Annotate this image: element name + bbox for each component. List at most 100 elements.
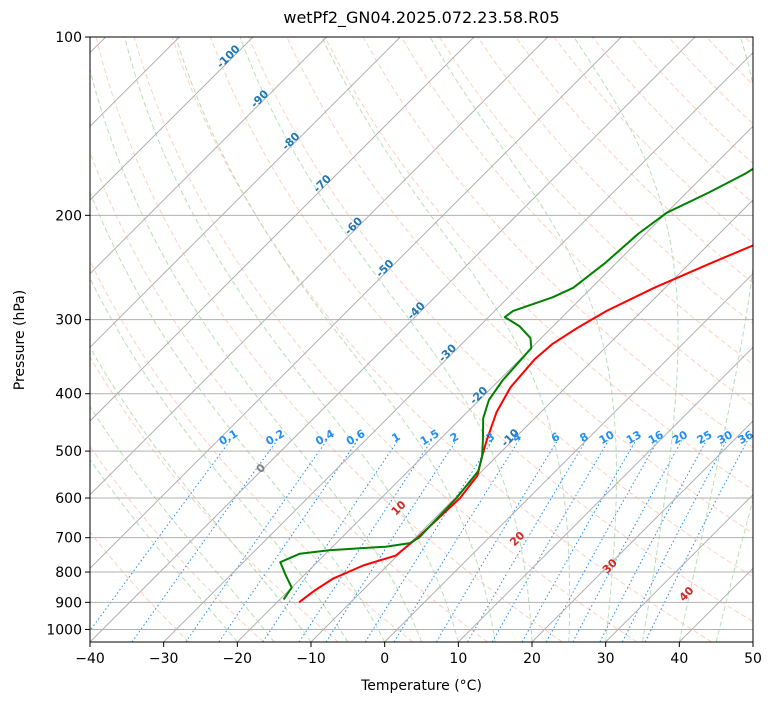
isotherm-line [90, 37, 696, 642]
isotherm-label: -40 [405, 299, 428, 322]
mixing-ratio-label: 16 [646, 428, 666, 447]
mixing-ratio-line [467, 440, 587, 642]
dry-adiabat [90, 445, 264, 642]
isotherm-line [310, 199, 753, 642]
isotherm-line [90, 37, 328, 275]
mixing-ratio-line [435, 440, 558, 642]
x-tick-label: −40 [75, 651, 105, 667]
y-tick-label: 200 [55, 208, 82, 224]
dry-adiabat [90, 531, 190, 642]
isotherm-line [384, 272, 753, 642]
dry-adiabat [133, 37, 638, 642]
dry-adiabat [95, 37, 563, 642]
isotherm-line [90, 37, 475, 422]
isotherm-label: -50 [373, 257, 396, 280]
y-tick-label: 400 [55, 387, 82, 403]
dry-adiabat [515, 37, 753, 284]
mixing-ratio-line [621, 440, 728, 642]
mixing-ratio-line [491, 440, 609, 642]
isotherm-label: -60 [342, 214, 365, 237]
mixing-ratio-label: 0.1 [217, 427, 240, 448]
y-tick-label: 300 [55, 313, 82, 329]
isotherm-line [457, 346, 753, 642]
moist-adiabat [429, 37, 617, 642]
moist-adiabat [124, 37, 459, 642]
mixing-ratio-line [572, 440, 683, 642]
isotherm-line [90, 37, 401, 349]
mixing-ratio-line [364, 440, 493, 642]
x-tick-label: 0 [380, 651, 389, 667]
mixing-ratio-line [545, 440, 659, 642]
y-tick-label: 600 [55, 491, 82, 507]
x-tick-label: 30 [597, 651, 615, 667]
mixing-ratio-label: 0.2 [263, 427, 286, 448]
pressure-gridlines [90, 37, 753, 630]
mixing-ratio-line [521, 440, 637, 642]
x-tick-label: 50 [744, 651, 762, 667]
moist-adiabat [573, 37, 679, 642]
mixing-ratio-line [218, 440, 358, 642]
x-tick-label: 40 [670, 651, 688, 667]
mixing-ratio-label: 0.4 [313, 427, 337, 448]
isotherm-line [90, 37, 254, 201]
isotherm-line [531, 420, 753, 642]
chart-title: wetPf2_GN04.2025.072.23.58.R05 [283, 8, 560, 27]
dry-adiabat [668, 37, 753, 125]
mixing-ratio-label: 1.5 [418, 427, 441, 448]
dry-adiabat [248, 37, 753, 578]
mixing-ratio-label: 0.6 [344, 427, 368, 448]
moist-adiabat [90, 346, 312, 642]
mixing-ratio-line [644, 440, 748, 642]
moist-adiabat [90, 277, 349, 642]
dry-adiabat [438, 37, 753, 366]
mixing-ratio-label: 30 [715, 428, 735, 447]
y-tick-label: 800 [55, 565, 82, 581]
isotherm-label: -80 [279, 130, 302, 153]
dry-adiabat [744, 37, 753, 47]
moist-adiabat [90, 67, 422, 642]
moist-adiabat-label: 20 [507, 529, 527, 549]
mixing-ratio-label: 10 [597, 428, 617, 447]
background-lines [0, 37, 753, 642]
dry-adiabat [706, 37, 753, 86]
moist-adiabat [239, 37, 533, 642]
x-tick-label: 20 [523, 651, 541, 667]
x-tick-label: 10 [449, 651, 467, 667]
isotherm-line [236, 125, 753, 642]
isotherm-line [605, 493, 753, 642]
moist-adiabat [90, 405, 275, 642]
dry-adiabat [90, 150, 488, 642]
sounding-lines [279, 167, 753, 604]
moist-adiabat-label: 30 [600, 556, 620, 576]
isotherm-line [0, 37, 32, 642]
x-tick-label: −20 [223, 651, 253, 667]
y-tick-label: 500 [55, 444, 82, 460]
moist-adiabat [321, 37, 571, 642]
moist-adiabat [715, 498, 753, 642]
x-tick-label: −30 [149, 651, 179, 667]
isotherm-label: -70 [311, 172, 334, 195]
y-tick-label: 1000 [46, 622, 82, 638]
moist-adiabat [90, 458, 238, 642]
mixing-ratio-label: 2 [448, 430, 461, 445]
isotherm-line [678, 567, 753, 642]
mixing-ratio-line [90, 440, 231, 632]
mixing-ratio-line [599, 440, 707, 642]
mixing-ratio-line [325, 440, 457, 642]
moist-adiabat-label: 40 [677, 584, 697, 604]
isotherm-line [163, 51, 753, 642]
dry-adiabat [210, 37, 753, 623]
isotherm-label: -90 [248, 87, 271, 110]
dry-adiabat [324, 37, 753, 491]
x-tick-label: −10 [296, 651, 326, 667]
isotherm-line [90, 37, 549, 496]
mixing-ratio-line [185, 440, 328, 642]
moist-adiabat [175, 37, 496, 642]
dry-adiabat [90, 259, 414, 642]
mixing-ratio-line [298, 440, 432, 642]
dewpoint-line [279, 167, 753, 601]
dry-adiabat [171, 37, 712, 642]
x-axis-label: Temperature (°C) [361, 678, 482, 694]
dry-adiabat [591, 37, 753, 204]
